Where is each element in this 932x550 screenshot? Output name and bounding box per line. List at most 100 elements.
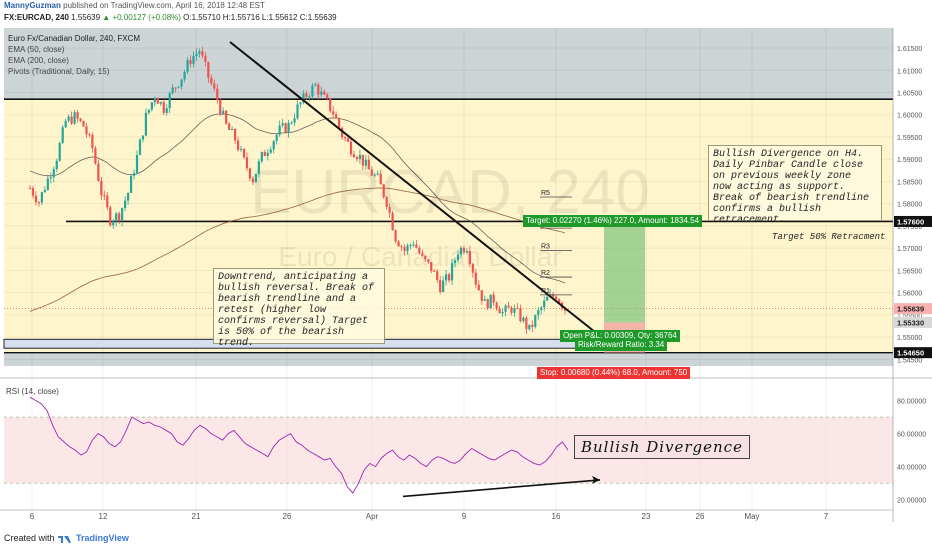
candle-body <box>358 154 362 160</box>
candle-body <box>459 247 463 255</box>
candle-body <box>132 173 136 176</box>
candle-body <box>317 84 320 95</box>
candle-body <box>349 141 353 155</box>
candle-body <box>489 294 492 309</box>
candle-body <box>332 111 335 115</box>
price-change: ▲ +0.00127 (+0.08%) <box>102 13 181 22</box>
divergence-arrow-head <box>592 475 600 484</box>
candle-body <box>346 138 350 142</box>
candle-body <box>293 118 296 123</box>
rsi-label: RSI (14, close) <box>6 387 59 396</box>
candle-body <box>174 87 177 89</box>
candle-body <box>474 272 477 285</box>
candle-body <box>361 154 364 166</box>
candle-body <box>231 129 234 131</box>
y-tick-label: 1.56000 <box>897 291 922 298</box>
chart-footer: Created with TradingView <box>0 530 932 550</box>
y-tick-label: 1.57500 <box>897 224 922 231</box>
tradingview-brand[interactable]: TradingView <box>76 533 129 543</box>
chart-header: MannyGuzman published on TradingView.com… <box>0 0 932 28</box>
candle-body <box>115 213 118 222</box>
candle-body <box>391 212 394 231</box>
bullish-divergence-label: Bullish Divergence <box>574 435 750 459</box>
price-tag-stop <box>894 347 932 359</box>
legend-ema200: EMA (200, close) <box>8 56 69 65</box>
candle-body <box>352 154 356 158</box>
candle-body <box>61 127 64 143</box>
candle-body <box>28 188 32 190</box>
risk-reward-tag[interactable]: Risk/Reward Ratio: 3.34 <box>575 339 668 351</box>
candle-body <box>290 122 293 124</box>
candle-body <box>436 271 439 281</box>
candle-body <box>554 296 558 300</box>
candle-body <box>79 118 82 121</box>
legend-pivots: Pivots (Traditional, Daily, 15) <box>8 67 110 76</box>
candle-body <box>118 213 121 221</box>
candle-body <box>284 123 287 133</box>
candle-body <box>64 120 67 128</box>
price-tag-last <box>894 303 932 315</box>
weekly-zone-top <box>4 28 893 100</box>
x-tick-label: 12 <box>99 512 108 521</box>
candle-body <box>103 195 106 197</box>
price-tag-text-last: 1.55639 <box>897 305 924 314</box>
candle-body <box>528 324 531 330</box>
divergence-trendline <box>402 479 601 498</box>
x-tick-label: 9 <box>462 512 467 521</box>
candle-body <box>76 112 79 119</box>
candle-body <box>49 177 52 179</box>
candle-body <box>251 178 255 183</box>
author-link[interactable]: MannyGuzman <box>4 1 61 10</box>
candle-body <box>219 99 222 114</box>
candle-body <box>159 102 162 104</box>
target-tag[interactable]: Target: 0.02270 (1.46%) 227.0, Amount: 1… <box>523 215 703 227</box>
y-tick-label: 1.56500 <box>897 268 922 275</box>
y-tick-label: 1.59500 <box>897 135 922 142</box>
candle-body <box>552 294 555 297</box>
published-text: published on TradingView.com, April 16, … <box>63 1 265 10</box>
x-tick-label: Apr <box>366 512 379 521</box>
candle-body <box>257 161 260 174</box>
candle-body <box>540 307 543 311</box>
pivot-label: R2 <box>541 270 550 277</box>
candle-body <box>525 317 528 330</box>
candle-body <box>40 192 43 203</box>
candle-body <box>323 91 326 95</box>
legend-ema50: EMA (50, close) <box>8 45 65 54</box>
candle-body <box>106 195 109 208</box>
candle-body <box>147 109 150 113</box>
candle-body <box>183 71 186 80</box>
pivot-label: R3 <box>541 243 550 250</box>
candle-body <box>180 79 183 87</box>
y-tick-label: 1.55500 <box>897 313 922 320</box>
candle-body <box>433 270 436 272</box>
candle-body <box>242 148 246 158</box>
candle-body <box>418 247 421 254</box>
candle-body <box>192 56 195 64</box>
x-tick-label: May <box>744 512 759 521</box>
candle-body <box>177 86 180 88</box>
candle-body <box>471 263 474 273</box>
candle-body <box>403 247 406 251</box>
candle-body <box>73 112 76 124</box>
candle-body <box>222 110 225 114</box>
candle-body <box>109 207 112 226</box>
candle-body <box>483 299 486 301</box>
candle-body <box>91 134 94 149</box>
candle-body <box>162 102 165 113</box>
candle-body <box>468 251 471 264</box>
stop-tag[interactable]: Stop: 0.00680 (0.44%) 68.0, Amount: 750 <box>537 367 691 379</box>
profit-zone <box>604 221 645 323</box>
candle-body <box>367 159 370 170</box>
candle-body <box>233 129 237 141</box>
candle-body <box>513 307 516 313</box>
publish-line: MannyGuzman published on TradingView.com… <box>4 1 265 10</box>
candle-body <box>52 169 55 178</box>
candle-body <box>480 290 483 301</box>
candle-body <box>124 200 127 209</box>
candle-body <box>543 300 546 308</box>
candle-body <box>239 148 243 150</box>
y-tick-label: 1.61500 <box>897 46 922 53</box>
